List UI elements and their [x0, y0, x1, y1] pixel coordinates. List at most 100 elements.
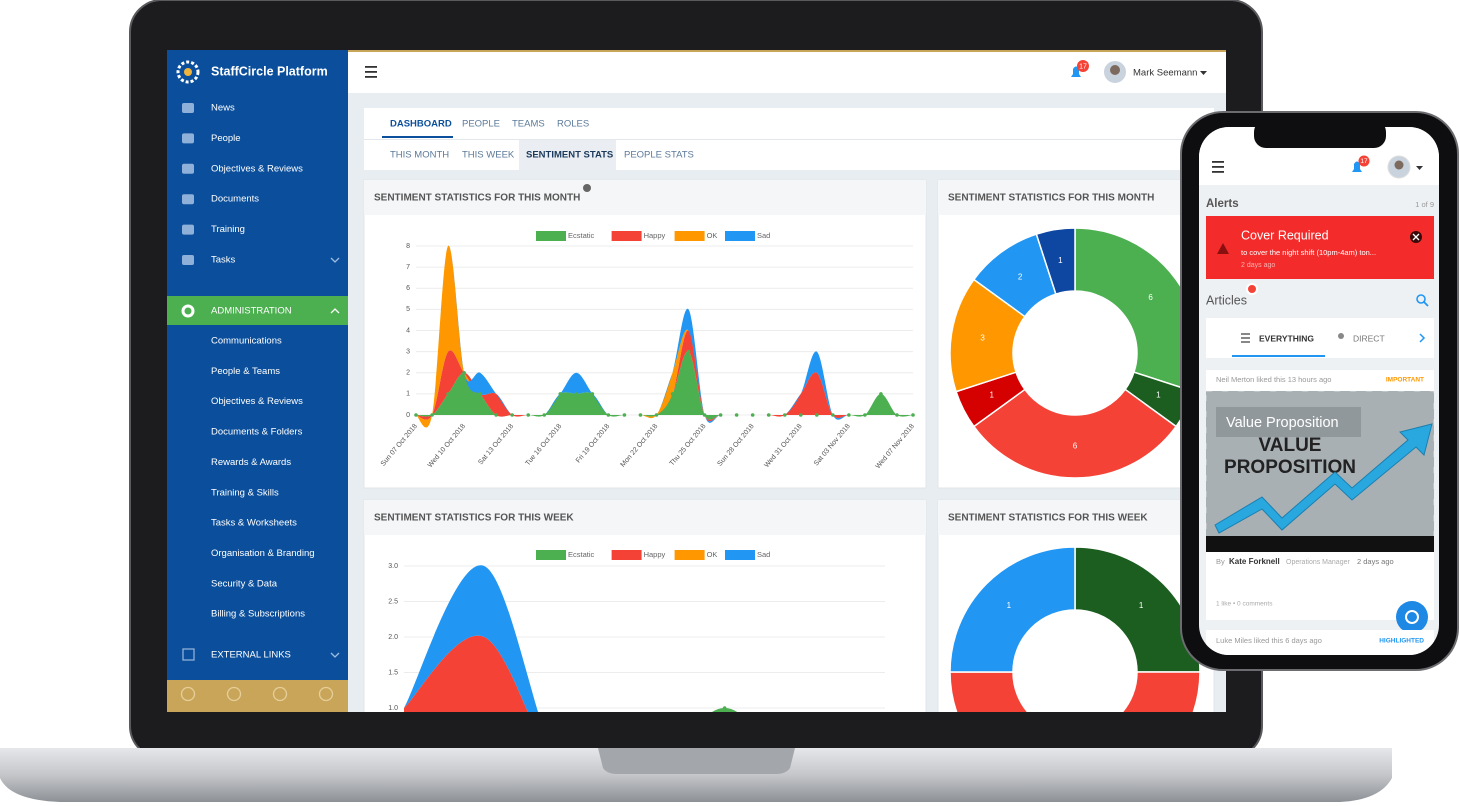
- legend-label: Happy: [644, 550, 666, 559]
- segment-label: 6: [1148, 293, 1153, 302]
- menu-icon[interactable]: [1212, 166, 1224, 168]
- area: [404, 635, 737, 712]
- badge: [1077, 60, 1089, 72]
- topbar-accent: [348, 50, 1226, 52]
- y-tick-label: 3: [406, 348, 410, 355]
- menu-icon[interactable]: [1212, 161, 1224, 163]
- help-button[interactable]: [1396, 601, 1428, 633]
- legend-swatch: [725, 550, 755, 560]
- point: [542, 413, 547, 417]
- nav-item[interactable]: Tasks: [211, 255, 236, 266]
- admin-item[interactable]: Billing & Subscriptions: [211, 609, 305, 620]
- tab[interactable]: DASHBOARD: [390, 119, 452, 130]
- legend-label: OK: [707, 550, 718, 559]
- admin-item[interactable]: Documents & Folders: [211, 427, 303, 438]
- y-tick-label: 2.5: [388, 598, 398, 605]
- y-tick-label: 2.0: [388, 634, 398, 641]
- filter-tab[interactable]: EVERYTHING: [1259, 333, 1314, 343]
- image-strip: [1206, 536, 1434, 552]
- y-tick-label: 8: [406, 243, 410, 250]
- admin-item[interactable]: People & Teams: [211, 366, 280, 377]
- nav-icon: [182, 194, 194, 205]
- list-icon: [1241, 337, 1250, 339]
- subtab[interactable]: PEOPLE STATS: [624, 150, 694, 161]
- user-name[interactable]: Mark Seemann: [1133, 68, 1197, 79]
- admin-item[interactable]: Training & Skills: [211, 487, 279, 498]
- point: [847, 413, 851, 417]
- point: [430, 413, 434, 417]
- nav-item[interactable]: People: [211, 133, 241, 144]
- post-author: Kate Forknell: [1229, 557, 1280, 566]
- nav-icon: [182, 224, 194, 235]
- sidebar: [167, 50, 348, 712]
- area: [712, 708, 737, 712]
- image-title: Value Proposition: [1226, 415, 1339, 431]
- admin-item[interactable]: Organisation & Branding: [211, 548, 315, 559]
- tab[interactable]: TEAMS: [512, 119, 545, 130]
- filter-tab[interactable]: DIRECT: [1353, 333, 1385, 343]
- mood-bar: [167, 680, 348, 712]
- y-tick-label: 2: [406, 370, 410, 377]
- chevron[interactable]: [1419, 333, 1426, 343]
- post-time: 2 days ago: [1357, 557, 1394, 566]
- tab[interactable]: ROLES: [557, 119, 589, 130]
- alert-time: 2 days ago: [1241, 262, 1275, 269]
- brand-name: StaffCircle Platform: [211, 64, 328, 78]
- point: [414, 413, 418, 417]
- alerts-title: Alerts: [1206, 198, 1239, 210]
- point: [622, 413, 627, 417]
- card-title: SENTIMENT STATISTICS FOR THIS WEEK: [948, 513, 1148, 524]
- admin-item[interactable]: Tasks & Worksheets: [211, 518, 297, 529]
- brand-logo: [176, 60, 200, 84]
- y-tick-label: 5: [406, 306, 410, 313]
- area: [416, 330, 913, 422]
- alert-box[interactable]: [1206, 216, 1434, 279]
- tab[interactable]: PEOPLE: [462, 119, 500, 130]
- mood-icon[interactable]: [226, 686, 242, 702]
- menu-icon[interactable]: [1212, 171, 1224, 173]
- y-tick-label: 3.0: [388, 563, 398, 570]
- post-author-prefix: By: [1216, 557, 1225, 566]
- admin-item[interactable]: Objectives & Reviews: [211, 396, 303, 407]
- admin-item[interactable]: Security & Data: [211, 578, 278, 589]
- avatar-face: [1394, 160, 1404, 170]
- legend-swatch: [536, 231, 566, 241]
- post-stats: 1 like • 0 comments: [1216, 601, 1273, 608]
- subtab[interactable]: THIS WEEK: [462, 150, 515, 161]
- admin-item[interactable]: Rewards & Awards: [211, 457, 291, 468]
- subtab[interactable]: SENTIMENT STATS: [526, 150, 613, 161]
- admin-title[interactable]: ADMINISTRATION: [211, 306, 292, 317]
- admin-bar: [167, 296, 348, 325]
- laptop-notch: [598, 748, 795, 774]
- nav-item[interactable]: News: [211, 103, 235, 114]
- mood-icon[interactable]: [180, 686, 196, 702]
- point: [750, 413, 755, 417]
- warning-icon: [1217, 243, 1229, 254]
- menu-icon: [365, 71, 377, 73]
- point: [722, 706, 727, 710]
- segment-label: 1: [989, 391, 994, 400]
- brand-logo-core: [184, 68, 192, 76]
- admin-icon: [181, 304, 195, 318]
- point: [638, 413, 643, 417]
- segment: [949, 671, 1201, 712]
- y-tick-label: 4: [406, 327, 410, 334]
- segment: [949, 546, 1076, 673]
- admin-item[interactable]: Communications: [211, 336, 282, 347]
- mood-icon[interactable]: [318, 686, 334, 702]
- y-tick-label: 6: [406, 285, 410, 292]
- nav-item[interactable]: Objectives & Reviews: [211, 163, 303, 174]
- nav-item[interactable]: Training: [211, 224, 245, 235]
- search-icon[interactable]: [1416, 294, 1426, 304]
- nav-item[interactable]: Documents: [211, 194, 259, 205]
- mood-icon[interactable]: [272, 686, 288, 702]
- segment-label: 2: [1018, 272, 1023, 281]
- subtab[interactable]: THIS MONTH: [390, 150, 449, 161]
- segment-label: 1: [1058, 256, 1063, 265]
- external-links[interactable]: EXTERNAL LINKS: [211, 650, 291, 661]
- alert-title: Cover Required: [1241, 228, 1329, 242]
- card-title: SENTIMENT STATISTICS FOR THIS MONTH: [374, 193, 580, 204]
